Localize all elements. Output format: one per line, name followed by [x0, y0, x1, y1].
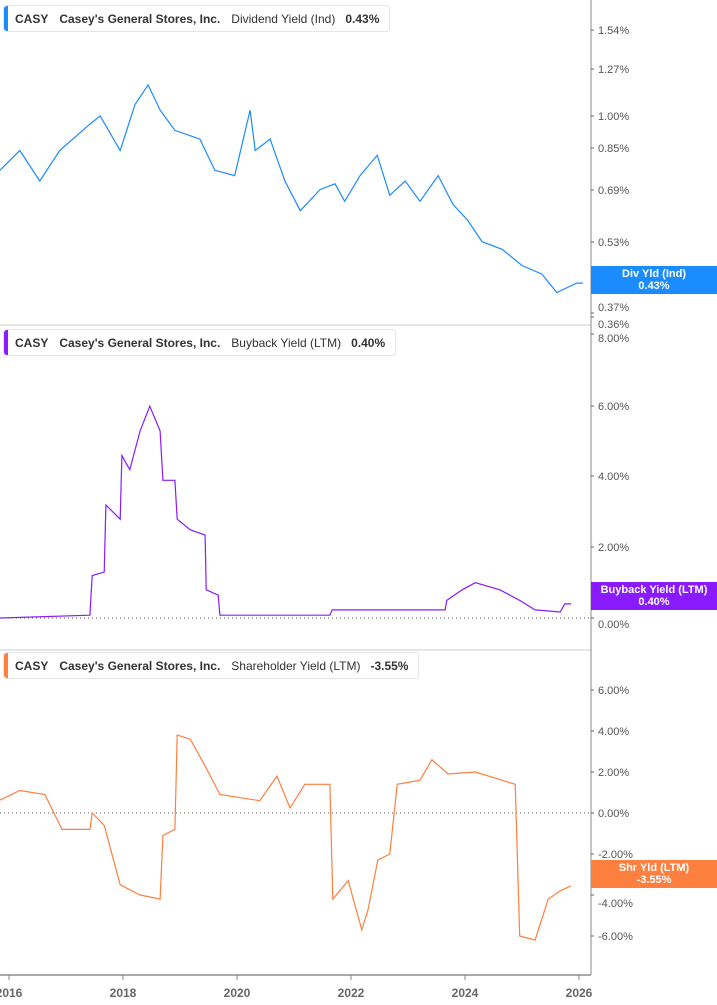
y-tick-label: 0.37% — [598, 302, 629, 314]
legend-shareholder-yield: CASY Casey's General Stores, Inc. Shareh… — [3, 652, 420, 679]
legend-ticker: CASY — [15, 335, 49, 350]
legend-metric: Dividend Yield (Ind) — [231, 11, 336, 26]
y-tick-label: 0.00% — [598, 808, 629, 820]
x-tick-label: 2022 — [338, 986, 365, 1000]
legend-company: Casey's General Stores, Inc. — [59, 11, 221, 26]
y-tick-label: 4.00% — [598, 726, 629, 738]
series-line — [0, 83, 583, 294]
y-tick-label: -4.00% — [598, 898, 633, 910]
y-tick-label: 2.00% — [598, 542, 629, 554]
y-tick-label: 1.27% — [598, 64, 629, 76]
x-tick-label: 2024 — [452, 986, 479, 1000]
legend-value: -3.55% — [370, 658, 409, 673]
y-tick-label: -2.00% — [598, 849, 633, 861]
y-tick-label: 4.00% — [598, 471, 629, 483]
series-color-swatch — [4, 330, 8, 355]
legend-company: Casey's General Stores, Inc. — [59, 658, 221, 673]
flag-value: 0.40% — [638, 596, 670, 608]
last-value-flag-shareholder: Shr Yld (LTM) -3.55% — [591, 860, 717, 888]
legend-value: 0.40% — [351, 335, 386, 350]
last-value-flag-buyback: Buyback Yield (LTM) 0.40% — [591, 582, 717, 610]
x-tick-label: 2026 — [566, 986, 593, 1000]
y-tick-label: 0.36% — [598, 319, 629, 331]
series-line — [0, 734, 572, 941]
flag-label: Div Yld (Ind) — [622, 268, 686, 280]
flag-label: Shr Yld (LTM) — [618, 862, 690, 874]
legend-ticker: CASY — [15, 658, 49, 673]
y-tick-label: 6.00% — [598, 401, 629, 413]
legend-company: Casey's General Stores, Inc. — [59, 335, 221, 350]
y-tick-label: 1.54% — [598, 25, 629, 37]
x-tick-label: 2020 — [224, 986, 251, 1000]
series-line — [0, 404, 571, 619]
legend-metric: Buyback Yield (LTM) — [231, 335, 342, 350]
y-tick-label: 2.00% — [598, 767, 629, 779]
y-tick-label: 0.53% — [598, 237, 629, 249]
legend-metric: Shareholder Yield (LTM) — [231, 658, 361, 673]
series-color-swatch — [4, 6, 8, 31]
y-tick-label: 0.69% — [598, 185, 629, 197]
legend-value: 0.43% — [345, 11, 380, 26]
legend-dividend-yield: CASY Casey's General Stores, Inc. Divide… — [3, 5, 391, 32]
last-value-flag-dividend: Div Yld (Ind) 0.43% — [591, 266, 717, 294]
flag-value: 0.43% — [638, 280, 670, 292]
y-tick-label: 6.00% — [598, 685, 629, 697]
y-tick-label: 0.00% — [598, 619, 629, 631]
y-tick-label: 0.85% — [598, 143, 629, 155]
flag-label: Buyback Yield (LTM) — [600, 584, 708, 596]
y-tick-label: -6.00% — [598, 931, 633, 943]
y-tick-label: 1.00% — [598, 111, 629, 123]
legend-ticker: CASY — [15, 11, 49, 26]
series-color-swatch — [4, 653, 8, 678]
y-tick-label: 8.00% — [598, 333, 629, 345]
x-tick-label: 2016 — [0, 986, 23, 1000]
x-tick-label: 2018 — [110, 986, 137, 1000]
flag-value: -3.55% — [636, 874, 672, 886]
legend-buyback-yield: CASY Casey's General Stores, Inc. Buybac… — [3, 329, 397, 356]
